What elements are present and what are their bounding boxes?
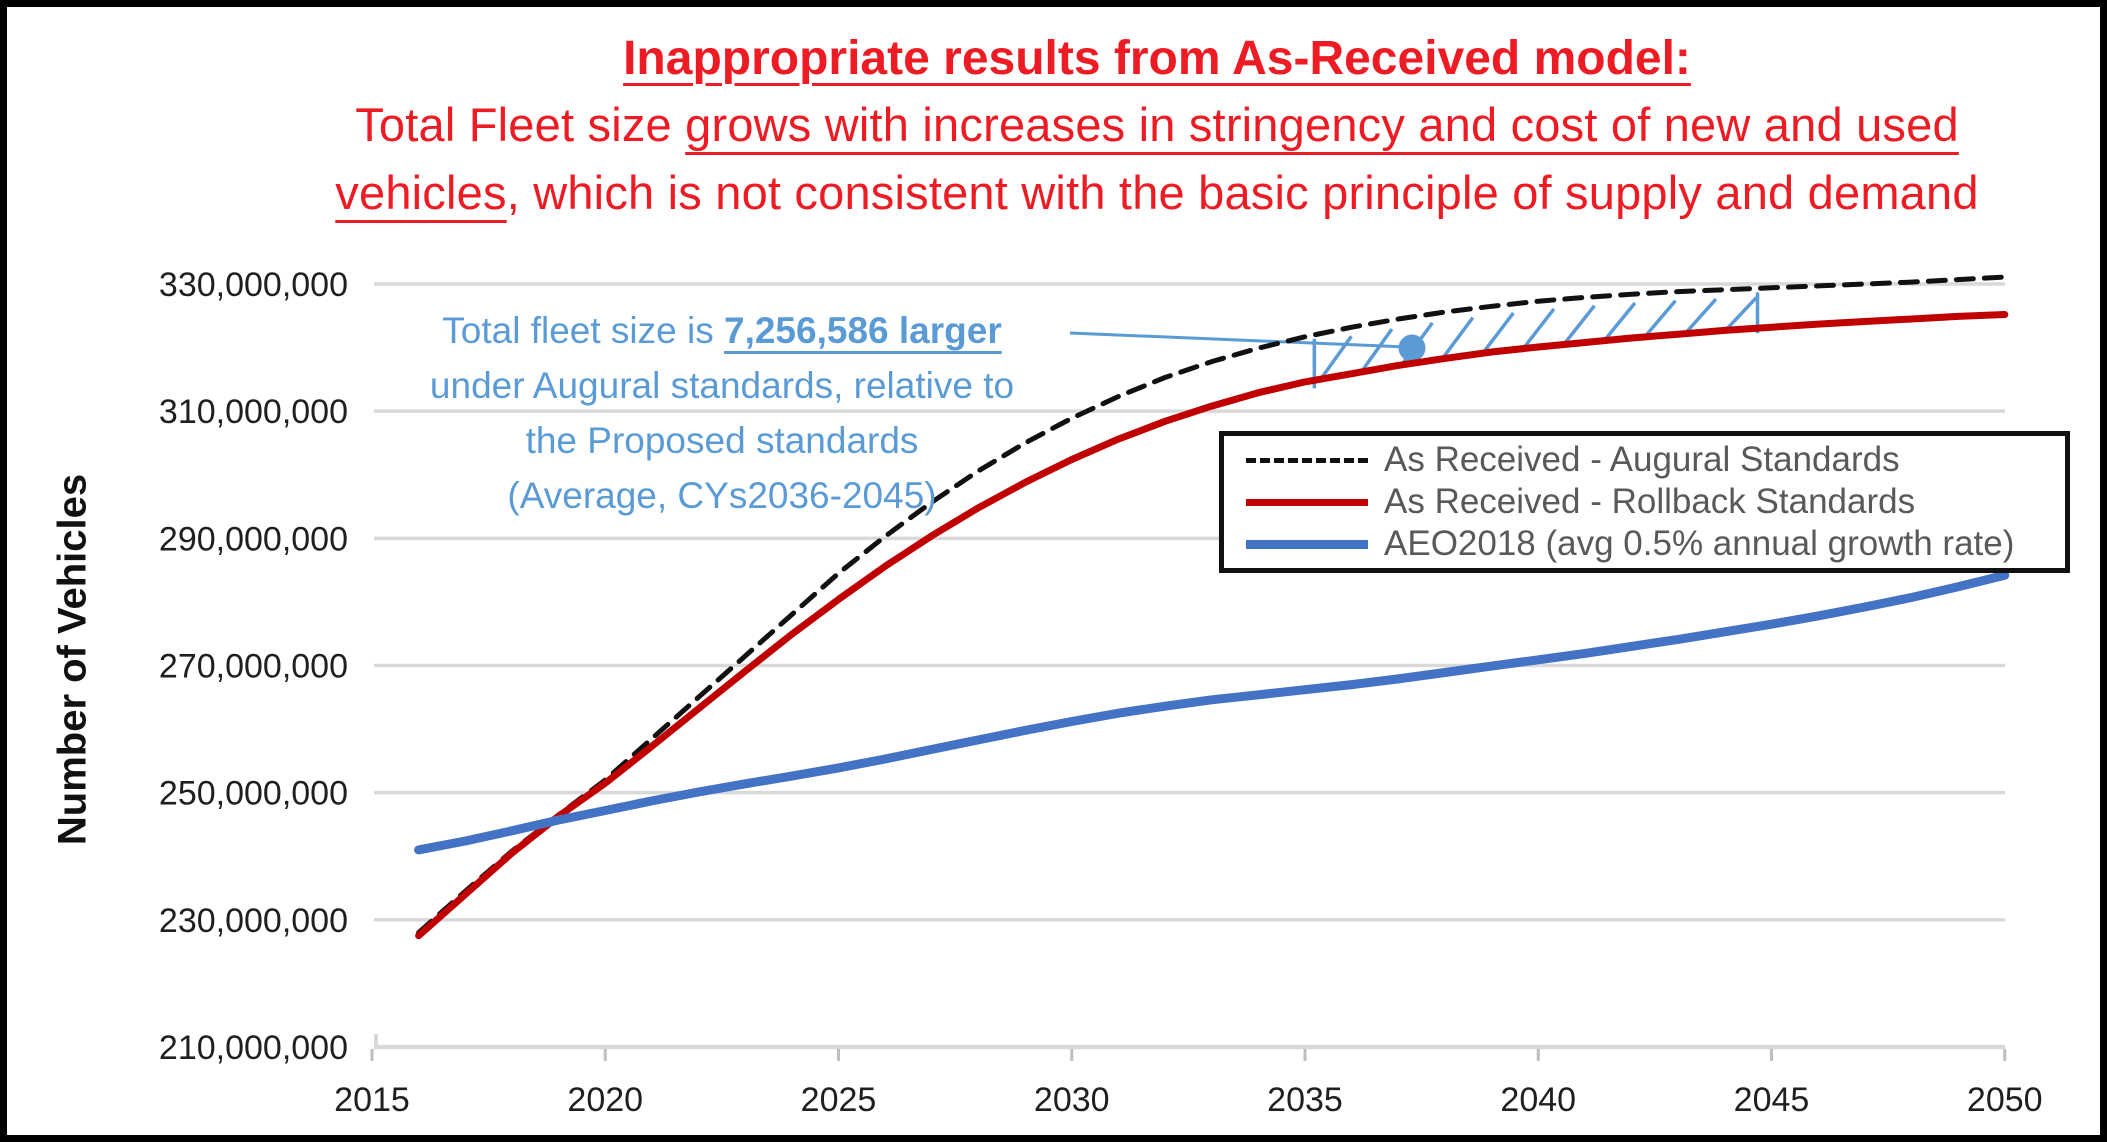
x-tick-label: 2040 — [1500, 1081, 1576, 1119]
callout-marker-dot — [1398, 334, 1426, 362]
hatch-line — [1564, 304, 1596, 344]
y-axis-title: Number of Vehicles — [50, 473, 95, 846]
y-tick-label: 250,000,000 — [159, 775, 348, 813]
x-tick-label: 2025 — [801, 1081, 877, 1119]
series-line-1 — [415, 311, 2009, 940]
y-tick-label: 310,000,000 — [159, 393, 348, 431]
y-tick-label: 230,000,000 — [159, 902, 348, 940]
legend-label: AEO2018 (avg 0.5% annual growth rate) — [1384, 524, 2015, 563]
x-tick-label: 2015 — [334, 1081, 410, 1119]
series-line-0 — [416, 274, 2008, 936]
y-tick-label: 210,000,000 — [159, 1029, 348, 1067]
hatch-line — [1685, 297, 1718, 333]
callout-line-2: under Augural standards, relative to — [429, 365, 1015, 406]
hatch-line — [1726, 296, 1758, 330]
callout-leader-line — [1069, 331, 1408, 349]
legend-item-augural: As Received - Augural Standards — [1224, 440, 2065, 480]
x-tick-label: 2030 — [1034, 1081, 1110, 1119]
chart-legend: As Received - Augural Standards As Recei… — [1219, 431, 2070, 573]
augural-line-sample-icon — [1246, 457, 1368, 463]
title-subline-2: vehicles, which is not consistent with t… — [335, 166, 1979, 219]
series-line-2 — [414, 570, 2010, 855]
hatch-line — [1361, 328, 1394, 371]
legend-label: As Received - Rollback Standards — [1384, 482, 1916, 521]
callout-line-1: Total fleet size is 7,256,586 larger — [442, 310, 1002, 351]
legend-item-rollback: As Received - Rollback Standards — [1224, 482, 2065, 522]
hatch-line — [1483, 311, 1515, 353]
callout-line-3: the Proposed standards — [525, 420, 919, 461]
callout-line-4: (Average, CYs2036-2045) — [507, 475, 937, 516]
title-heading: Inappropriate results from As-Received m… — [623, 32, 1691, 85]
x-tick-label: 2050 — [1967, 1081, 2043, 1119]
x-tick-label: 2045 — [1734, 1081, 1810, 1119]
aeo2018-line-sample-icon — [1246, 539, 1368, 549]
fleet-size-line-chart: 2015 2020 2025 2030 2035 2040 2045 2050 330,000,… — [159, 266, 2043, 1119]
legend-label: As Received - Augural Standards — [1384, 440, 1900, 479]
fleet-gap-callout: Total fleet size is 7,256,586 larger und… — [327, 303, 1117, 523]
hatch-line — [1604, 301, 1637, 340]
title-subline-1: Total Fleet size grows with increases in… — [355, 98, 1959, 151]
hatch-line — [1523, 307, 1556, 348]
rollback-line-sample-icon — [1246, 498, 1368, 506]
y-tick-label: 290,000,000 — [159, 520, 348, 558]
y-tick-label: 270,000,000 — [159, 648, 348, 686]
hatch-line — [1645, 299, 1677, 336]
x-tick-label: 2020 — [567, 1081, 643, 1119]
x-tick-label: 2035 — [1267, 1081, 1343, 1119]
fleet-gap-value: 7,256,586 larger — [724, 310, 1002, 351]
y-tick-label: 330,000,000 — [159, 266, 348, 304]
slide-title: Inappropriate results from As-Received m… — [197, 27, 2100, 227]
hatch-line — [1442, 316, 1475, 358]
legend-item-aeo2018: AEO2018 (avg 0.5% annual growth rate) — [1224, 524, 2065, 564]
